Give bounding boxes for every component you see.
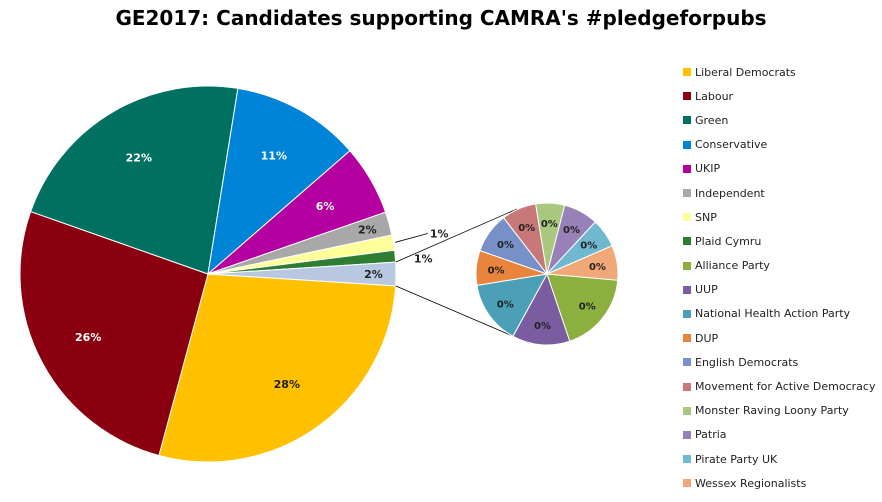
legend-item-uup: UUP [683,278,881,302]
connector-lines [395,208,530,344]
legend-item-independent: Independent [683,181,881,205]
legend-label: Liberal Democrats [695,65,796,79]
legend-swatch [683,406,691,415]
legend-swatch [683,140,691,149]
legend-label: Patria [695,428,727,442]
legend-item-monster-raving-loony-party: Monster Raving Loony Party [683,399,881,423]
data-label-ukip: 6% [316,200,335,213]
legend-item-wessex-regionalists: Wessex Regionalists [683,471,881,495]
legend: Liberal Democrats Labour Green Conservative… [683,60,881,495]
data-label-independent: 2% [358,224,377,237]
slice-conservative [207,87,351,276]
legend-label: Pirate Party UK [695,452,778,466]
data-label-plaid-cymru: 1% [414,252,433,265]
data-label-english-democrats: 0% [497,240,514,251]
legend-item-national-health-action-party: National Health Action Party [683,302,881,326]
legend-swatch [683,68,691,77]
legend-swatch [683,285,691,294]
legend-label: SNP [695,210,717,224]
slice-other [207,261,397,287]
legend-item-liberal-democrats: Liberal Democrats [683,60,881,84]
legend-item-alliance-party: Alliance Party [683,254,881,278]
legend-label: Movement for Active Democracy [695,380,876,394]
legend-item-pirate-party-uk: Pirate Party UK [683,447,881,471]
legend-item-patria: Patria [683,423,881,447]
secondary-pie [475,202,619,346]
legend-item-movement-for-active-democracy: Movement for Active Democracy [683,374,881,398]
slice-liberal-democrats [158,273,397,463]
data-label-wessex-regionalists: 0% [589,262,606,273]
slice-labour [19,210,209,457]
legend-swatch [683,430,691,439]
data-label-uup: 0% [534,321,551,332]
legend-swatch [683,455,691,464]
legend-swatch [683,479,691,488]
data-label-conservative: 11% [261,150,287,163]
legend-label: Plaid Cymru [695,234,762,248]
chart-title: GE2017: Candidates supporting CAMRA's #p… [115,6,767,30]
main-pie [19,85,397,463]
legend-label: Wessex Regionalists [695,476,807,490]
legend-item-english-democrats: English Democrats [683,350,881,374]
legend-swatch [683,92,691,101]
legend-swatch [683,213,691,222]
data-label-pirate-party-uk: 0% [580,240,597,251]
legend-label: DUP [695,331,719,345]
legend-label: Green [695,113,729,127]
legend-label: Monster Raving Loony Party [695,404,849,418]
legend-swatch [683,116,691,125]
legend-swatch [683,261,691,270]
data-label-monster-raving-loony-party: 0% [541,219,558,230]
legend-item-green: Green [683,108,881,132]
connector-line-top [395,208,518,263]
legend-label: Alliance Party [695,259,770,273]
legend-item-dup: DUP [683,326,881,350]
legend-label: National Health Action Party [695,307,851,321]
legend-label: Labour [695,89,734,103]
legend-label: Independent [695,186,765,200]
data-label-patria: 0% [563,225,580,236]
slice-uup [512,272,571,346]
legend-item-ukip: UKIP [683,157,881,181]
data-label-alliance-party: 0% [579,302,596,313]
legend-label: Conservative [695,138,768,152]
data-label-movement-for-active-democracy: 0% [518,223,535,234]
slice-wessex-regionalists [546,245,619,281]
legend-label: UKIP [695,162,721,176]
legend-swatch [683,164,691,173]
data-label-labour: 26% [75,331,101,344]
legend-swatch [683,358,691,367]
slice-alliance-party [546,273,619,342]
legend-swatch [683,334,691,343]
legend-swatch [683,189,691,198]
leader-line-snp [395,233,429,243]
legend-swatch [683,237,691,246]
legend-item-labour: Labour [683,84,881,108]
data-label-national-health-action-party: 0% [497,300,514,311]
legend-item-snp: SNP [683,205,881,229]
slice-green [30,85,239,275]
legend-item-conservative: Conservative [683,133,881,157]
data-label-other: 2% [364,268,383,281]
data-label-dup: 0% [488,266,505,277]
legend-swatch [683,309,691,318]
legend-label: English Democrats [695,355,799,369]
slice-national-health-action-party [476,273,548,337]
legend-label: UUP [695,283,718,297]
data-labels: 28%26%22% 11%6%2% 1%1%2%0%0%0%0%0%0% 0%0%0%… [75,150,606,391]
legend-item-plaid-cymru: Plaid Cymru [683,229,881,253]
data-label-snp: 1% [430,227,449,240]
data-label-green: 22% [126,152,152,165]
data-label-liberal-democrats: 28% [274,378,300,391]
legend-swatch [683,382,691,391]
connector-line-bottom [395,285,530,344]
